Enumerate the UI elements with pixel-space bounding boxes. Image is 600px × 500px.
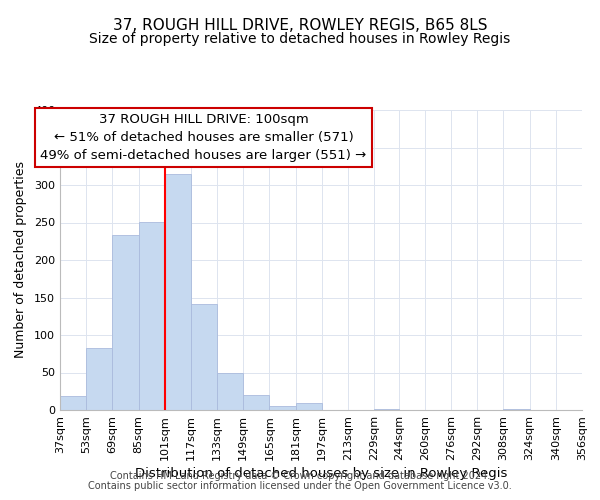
Bar [503, 409, 530, 410]
Bar [139, 222, 165, 410]
Text: 37 ROUGH HILL DRIVE: 100sqm
← 51% of detached houses are smaller (571)
49% of se: 37 ROUGH HILL DRIVE: 100sqm ← 51% of det… [40, 113, 367, 162]
Text: Contains public sector information licensed under the Open Government Licence v3: Contains public sector information licen… [88, 481, 512, 491]
X-axis label: Distribution of detached houses by size in Rowley Regis: Distribution of detached houses by size … [135, 467, 507, 480]
Bar [60, 396, 86, 410]
Bar [191, 304, 217, 410]
Bar [112, 234, 139, 410]
Bar [86, 348, 112, 410]
Bar [296, 402, 322, 410]
Bar [217, 372, 243, 410]
Bar [165, 174, 191, 410]
Text: 37, ROUGH HILL DRIVE, ROWLEY REGIS, B65 8LS: 37, ROUGH HILL DRIVE, ROWLEY REGIS, B65 … [113, 18, 487, 32]
Bar [374, 409, 399, 410]
Y-axis label: Number of detached properties: Number of detached properties [14, 162, 27, 358]
Bar [269, 406, 296, 410]
Text: Size of property relative to detached houses in Rowley Regis: Size of property relative to detached ho… [89, 32, 511, 46]
Text: Contains HM Land Registry data © Crown copyright and database right 2024.: Contains HM Land Registry data © Crown c… [110, 471, 490, 481]
Bar [243, 395, 269, 410]
